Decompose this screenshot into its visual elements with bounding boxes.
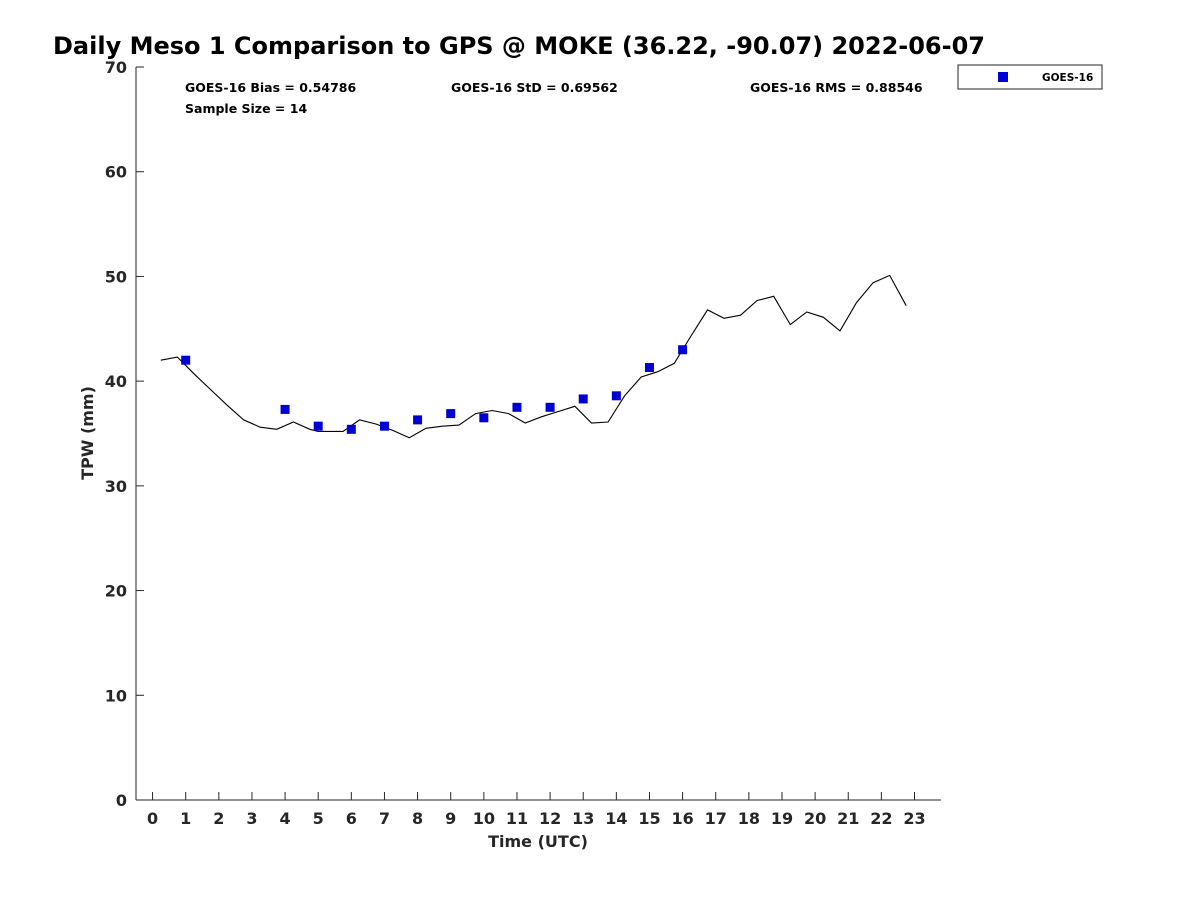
x-tick-label: 6 (346, 809, 357, 828)
y-tick-label: 40 (105, 372, 127, 391)
goes16-point (644, 363, 654, 373)
goes16-point (446, 409, 456, 419)
x-tick-label: 11 (506, 809, 528, 828)
goes16-point (280, 404, 290, 414)
y-tick-label: 0 (116, 791, 127, 810)
legend: GOES-16 (957, 64, 1103, 90)
x-tick-label: 21 (837, 809, 859, 828)
x-tick-label: 18 (738, 809, 760, 828)
x-tick-label: 14 (605, 809, 627, 828)
goes16-point (479, 413, 489, 423)
stat-std: GOES-16 StD = 0.69562 (451, 80, 618, 95)
plot-area: 0 1 2 3 4 5 6 7 8 9 10 11 12 13 14 15 16 17 18 19 20 21 22 23 0… (105, 58, 941, 828)
x-tick-label: 23 (903, 809, 925, 828)
goes16-point (181, 355, 191, 365)
chart-title: Daily Meso 1 Comparison to GPS @ MOKE (3… (53, 32, 985, 60)
x-tick-label: 17 (705, 809, 727, 828)
stat-rms: GOES-16 RMS = 0.88546 (750, 80, 923, 95)
x-tick-label: 13 (572, 809, 594, 828)
x-tick-label: 2 (213, 809, 224, 828)
goes16-point (578, 394, 588, 404)
x-tick-label: 22 (870, 809, 892, 828)
x-tick-label: 1 (180, 809, 191, 828)
goes16-point (545, 402, 555, 412)
y-tick-label: 30 (105, 477, 127, 496)
legend-label-goes16: GOES-16 (1042, 72, 1093, 84)
goes16-point (313, 421, 323, 431)
y-tick-label: 20 (105, 582, 127, 601)
x-tick-label: 10 (473, 809, 495, 828)
y-axis-ticks: 0 10 20 30 40 50 60 70 (105, 58, 144, 810)
goes16-point (678, 345, 688, 355)
x-tick-label: 9 (445, 809, 456, 828)
legend-box (957, 64, 1103, 90)
x-tick-label: 16 (671, 809, 693, 828)
x-axis-label: Time (UTC) (488, 832, 588, 851)
goes16-point (611, 391, 621, 401)
series-layer (160, 274, 907, 439)
y-axis-label: TPW (mm) (78, 386, 97, 480)
goes16-point (379, 421, 389, 431)
y-tick-label: 50 (105, 267, 127, 286)
x-tick-label: 4 (280, 809, 291, 828)
stat-sample-size: Sample Size = 14 (185, 101, 307, 116)
x-axis-ticks: 0 1 2 3 4 5 6 7 8 9 10 11 12 13 14 15 16 17 18 19 20 21 22 23 (147, 792, 926, 828)
goes16-point (512, 402, 522, 412)
legend-marker-goes16 (998, 72, 1008, 82)
stat-bias: GOES-16 Bias = 0.54786 (185, 80, 356, 95)
x-tick-label: 12 (539, 809, 561, 828)
y-tick-label: 70 (105, 58, 127, 77)
goes16-point (346, 424, 356, 434)
x-tick-label: 0 (147, 809, 158, 828)
gps-tpw-line (160, 274, 907, 439)
y-tick-label: 10 (105, 686, 127, 705)
x-tick-label: 19 (771, 809, 793, 828)
y-tick-label: 60 (105, 163, 127, 182)
x-tick-label: 15 (638, 809, 660, 828)
x-tick-label: 20 (804, 809, 826, 828)
goes16-point (413, 415, 423, 425)
x-tick-label: 8 (412, 809, 423, 828)
x-tick-label: 7 (379, 809, 390, 828)
x-tick-label: 3 (246, 809, 257, 828)
x-tick-label: 5 (313, 809, 324, 828)
